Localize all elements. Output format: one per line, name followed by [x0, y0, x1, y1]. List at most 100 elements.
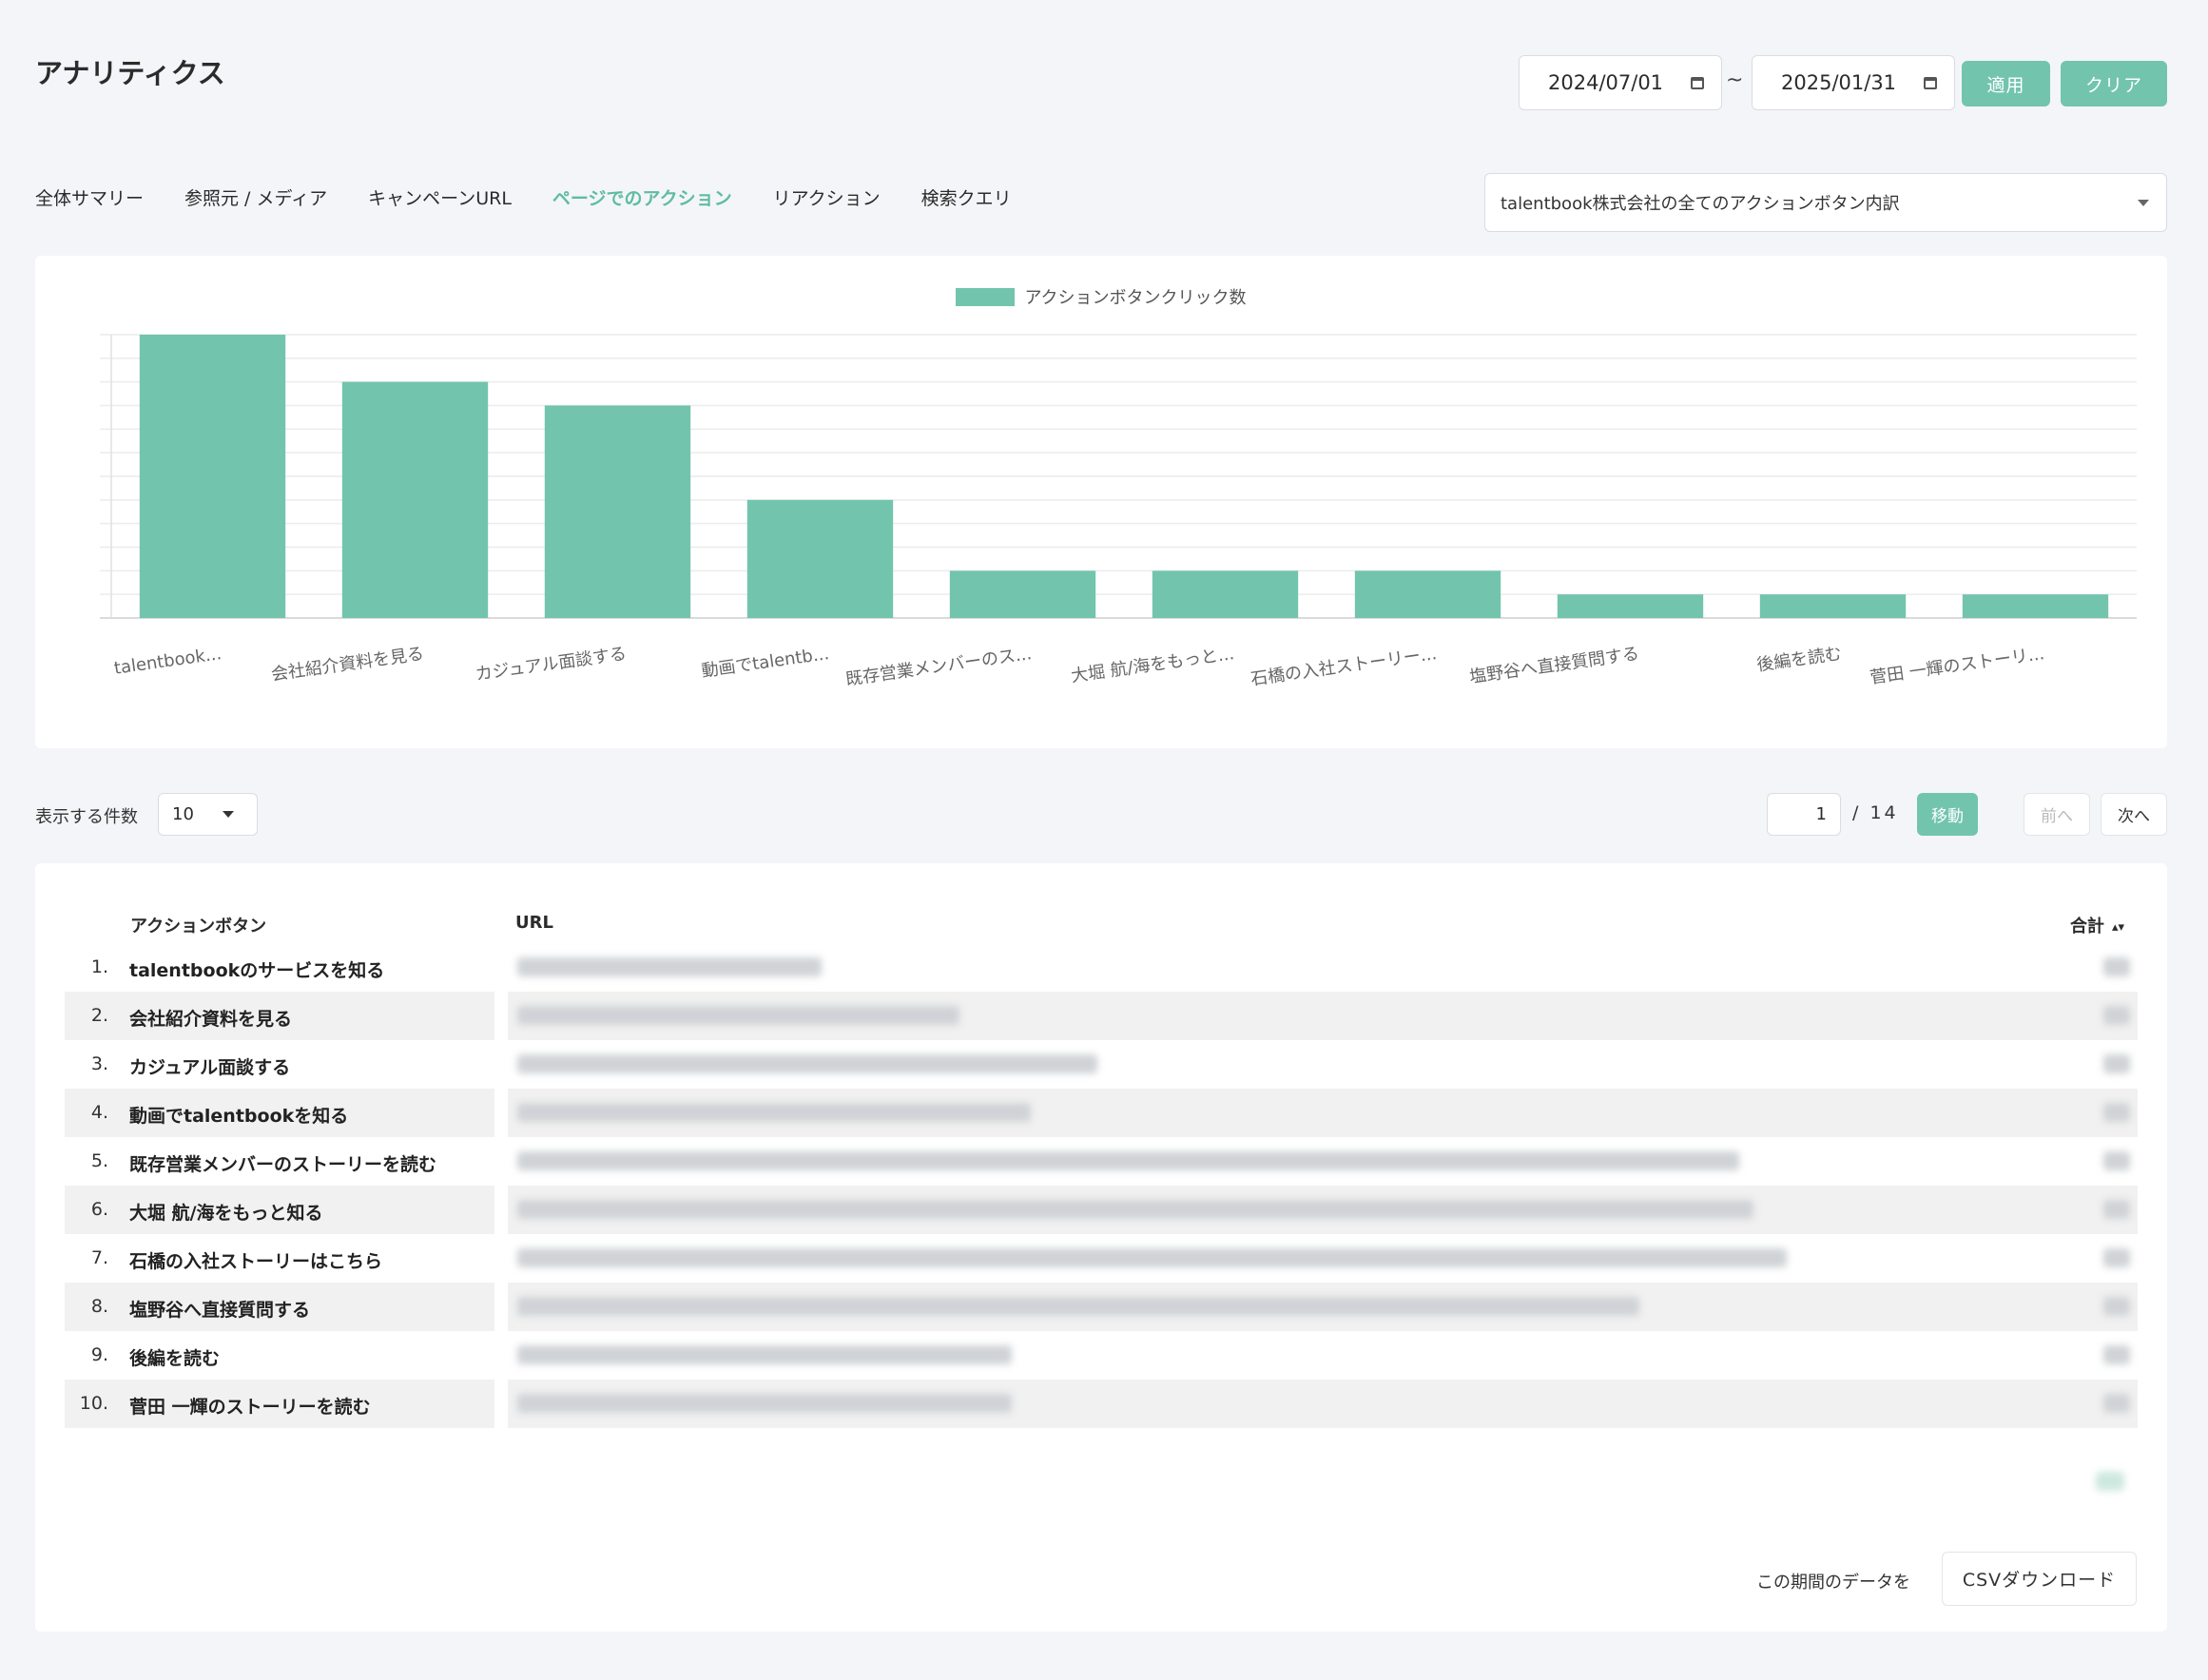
date-range-separator: ~ — [1726, 68, 1744, 92]
table-row: 10. 菅田 一輝のストーリーを読む — [65, 1380, 2138, 1428]
legend-swatch — [956, 287, 1016, 306]
row-total-redacted — [2103, 1200, 2130, 1219]
column-header-total[interactable]: 合計 ▴▾ — [2070, 913, 2124, 937]
bar-chart: talentbook... 会社紹介資料を見る カジュアル面談する 動画でtalent… — [100, 334, 2137, 689]
legend-label: アクションボタンクリック数 — [1024, 288, 1247, 308]
row-total-redacted — [2103, 1103, 2130, 1122]
tab-search-query[interactable]: 検索クエリ — [920, 188, 1012, 209]
table-row: 7. 石橋の入社ストーリーはこちら — [65, 1234, 2138, 1283]
chart-bar[interactable] — [1962, 594, 2109, 618]
per-page-label: 表示する件数 — [35, 807, 138, 827]
column-divider — [494, 1186, 508, 1234]
per-page-value: 10 — [172, 804, 194, 824]
x-tick-label: 塩野谷へ直接質問する — [1468, 644, 1640, 687]
csv-note: この期間のデータを — [1756, 1573, 1910, 1593]
next-page-button[interactable]: 次へ — [2101, 793, 2167, 836]
row-total-redacted — [2103, 1345, 2130, 1364]
date-to-value: 2025/01/31 — [1781, 71, 1897, 94]
row-url-redacted — [517, 1394, 1012, 1413]
row-action-label: 石橋の入社ストーリーはこちら — [129, 1251, 383, 1272]
chart-bar[interactable] — [949, 570, 1096, 618]
row-action-label: カジュアル面談する — [129, 1057, 291, 1078]
tab-page-actions[interactable]: ページでのアクション — [552, 188, 732, 209]
chart-bar[interactable] — [544, 405, 691, 619]
page-title: アナリティクス — [35, 57, 225, 89]
table-row: 6. 大堀 航/海をもっと知る — [65, 1186, 2138, 1234]
x-tick-label: 動画でtalentb... — [700, 644, 830, 682]
column-header-url: URL — [515, 913, 553, 933]
row-action-label: talentbookのサービスを知る — [129, 960, 385, 981]
x-tick-label: カジュアル面談する — [475, 644, 629, 685]
grand-total-redacted — [2096, 1472, 2124, 1491]
tab-summary[interactable]: 全体サマリー — [35, 188, 145, 209]
row-number: 5. — [90, 1150, 108, 1171]
row-number: 3. — [90, 1053, 108, 1074]
tab-reactions[interactable]: リアクション — [772, 188, 881, 209]
row-number: 10. — [79, 1393, 108, 1414]
per-page-select[interactable]: 10 — [158, 793, 258, 836]
row-total-redacted — [2103, 1151, 2130, 1170]
clear-button[interactable]: クリア — [2061, 61, 2167, 106]
chart-card: アクションボタンクリック数 talentbook... 会社紹介資料を見る カジュア… — [35, 256, 2167, 748]
row-url-redacted — [517, 1103, 1031, 1122]
sort-icon[interactable]: ▴▾ — [2111, 919, 2124, 935]
page-number-input[interactable]: 1 — [1767, 793, 1841, 836]
x-tick-label: 大堀 航/海をもっと... — [1070, 644, 1235, 686]
row-url-redacted — [517, 1151, 1739, 1170]
apply-button[interactable]: 適用 — [1962, 61, 2050, 106]
tab-campaign-url[interactable]: キャンペーンURL — [368, 188, 512, 209]
chart-bar[interactable] — [139, 335, 286, 618]
calendar-icon[interactable] — [1924, 76, 1937, 89]
tab-referrer[interactable]: 参照元 / メディア — [184, 188, 328, 209]
row-total-redacted — [2103, 1248, 2130, 1267]
chart-bar[interactable] — [1152, 570, 1299, 618]
calendar-icon[interactable] — [1691, 76, 1704, 89]
row-action-label: 会社紹介資料を見る — [129, 1009, 293, 1030]
date-from-input[interactable]: 2024/07/01 — [1519, 55, 1722, 110]
chart-bar[interactable] — [1354, 570, 1501, 618]
x-tick-label: 既存営業メンバーのス... — [844, 644, 1033, 689]
table-row: 9. 後編を読む — [65, 1331, 2138, 1380]
row-total-redacted — [2103, 1394, 2130, 1413]
column-divider — [494, 1380, 508, 1428]
column-divider — [494, 992, 508, 1040]
x-tick-label: 石橋の入社ストーリー... — [1249, 644, 1438, 689]
row-url-redacted — [517, 1345, 1012, 1364]
row-total-redacted — [2103, 1297, 2130, 1316]
row-total-redacted — [2103, 1006, 2130, 1025]
filter-selected-value: talentbook株式会社の全てのアクションボタン内訳 — [1501, 194, 1900, 214]
actions-table-card: アクションボタン URL 合計 ▴▾ 1. talentbookのサービスを知る … — [35, 863, 2167, 1632]
date-to-input[interactable]: 2025/01/31 — [1752, 55, 1955, 110]
row-action-label: 動画でtalentbookを知る — [129, 1106, 349, 1127]
csv-download-button[interactable]: CSVダウンロード — [1942, 1552, 2137, 1606]
x-tick-label: 菅田 一輝のストーリ... — [1869, 644, 2045, 688]
row-url-redacted — [517, 1200, 1753, 1219]
chart-bar[interactable] — [341, 381, 489, 618]
row-url-redacted — [517, 957, 822, 976]
row-action-label: 既存営業メンバーのストーリーを読む — [129, 1154, 437, 1175]
chevron-down-icon — [222, 811, 234, 818]
chart-bar[interactable] — [746, 499, 894, 618]
row-action-label: 塩野谷へ直接質問する — [129, 1300, 311, 1321]
row-number: 6. — [90, 1199, 108, 1220]
row-number: 8. — [90, 1296, 108, 1317]
prev-page-button[interactable]: 前へ — [2024, 793, 2090, 836]
chart-bar[interactable] — [1557, 594, 1704, 618]
row-number: 4. — [90, 1102, 108, 1123]
x-tick-label: 後編を読む — [1755, 644, 1843, 675]
row-number: 7. — [90, 1247, 108, 1268]
go-to-page-button[interactable]: 移動 — [1917, 793, 1978, 836]
row-total-redacted — [2103, 957, 2130, 976]
total-pages: / 14 — [1852, 802, 1899, 823]
row-number: 1. — [90, 956, 108, 977]
action-button-filter-select[interactable]: talentbook株式会社の全てのアクションボタン内訳 — [1484, 173, 2167, 232]
row-url-redacted — [517, 1248, 1787, 1267]
chart-bar[interactable] — [1759, 594, 1907, 618]
table-row: 4. 動画でtalentbookを知る — [65, 1089, 2138, 1137]
row-action-label: 後編を読む — [129, 1348, 221, 1369]
chevron-down-icon — [2138, 199, 2149, 206]
row-number: 9. — [90, 1344, 108, 1365]
chart-legend[interactable]: アクションボタンクリック数 — [35, 284, 2167, 309]
table-row: 2. 会社紹介資料を見る — [65, 992, 2138, 1040]
row-action-label: 菅田 一輝のストーリーを読む — [129, 1397, 371, 1418]
